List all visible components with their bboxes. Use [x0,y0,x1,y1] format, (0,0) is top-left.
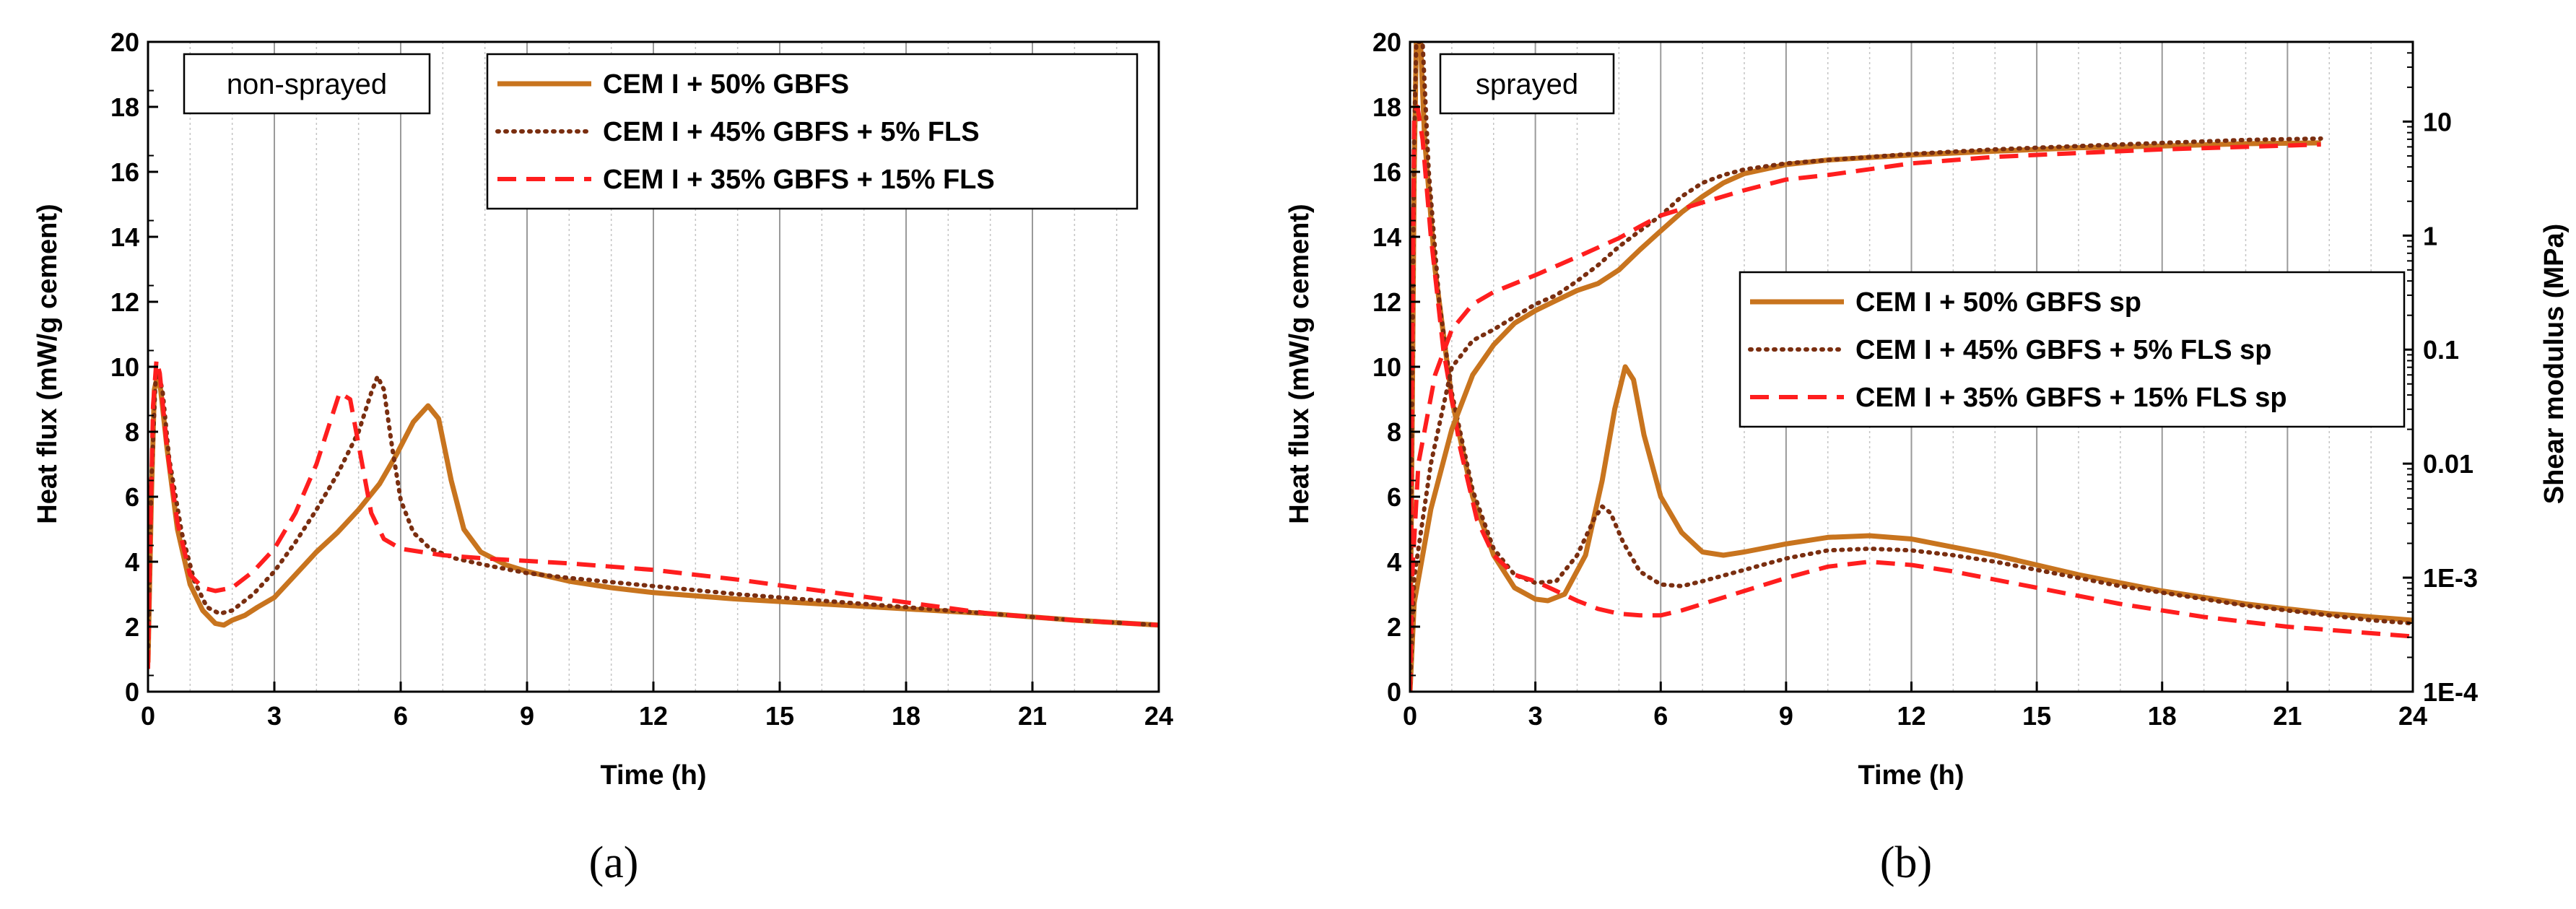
panel-a-ytick-label: 18 [110,92,139,122]
panel-a-ytick-label: 14 [110,222,139,252]
panel-b-xtick-label: 0 [1403,701,1417,731]
panel-b-y2tick-label: 1E-4 [2423,677,2478,707]
panel-b-plot: 0 3 6 9 12 15 18 21 24024681012141618201E-41E-30… [1372,27,2478,731]
panel-b-ytick-label: 8 [1387,417,1401,447]
panel-b-series-line-2 [1410,105,2413,660]
panel-a-ytick-label: 12 [110,287,139,317]
panel-a-legend-box [486,53,1139,210]
panel-b-xtick-label: 18 [2148,701,2177,731]
panel-b-annotation-box [1439,53,1615,115]
panel-a-series-line-2 [148,358,1159,669]
panel-a-ytick-label: 16 [110,157,139,187]
panel-b-y2tick-label: 10 [2423,107,2452,136]
panel-a-xtick-label: 21 [1018,701,1047,731]
panel-a-plot: 0 3 6 9 12 15 18 21 2402468101214161820non-spray… [110,27,1173,731]
panel-a-legend-label-1: CEM I + 45% GBFS + 5% FLS [603,117,980,147]
panel-b-ytick-label: 6 [1387,482,1401,512]
panel-b-xtick-label: 24 [2398,701,2427,731]
panel-b-xtick-label: 21 [2273,701,2302,731]
panel-b-y2tick-label: 0.1 [2423,335,2459,365]
panel-b-series-group [1410,42,2413,692]
panel-a-ylabel: Heat flux (mW/g cement) [32,204,63,523]
panel-a-series-group [148,358,1159,669]
panel-b-ytick-label: 18 [1372,92,1401,122]
panel-a-xlabel: Time (h) [600,760,706,791]
panel-b-series-line-5 [1410,142,2321,692]
panel-b-y2tick-label: 1E-3 [2423,563,2478,593]
panel-a-xtick-label: 6 [393,701,408,731]
panel-a-series-line-1 [148,371,1159,665]
panel-a-ytick-label: 8 [125,417,139,447]
panel-b-xtick-label: 3 [1528,701,1543,731]
panel-a-label-text: (a) [589,838,639,887]
panel-a-xtick-label: 12 [639,701,668,731]
panel-b-xtick-label: 6 [1653,701,1668,731]
panel-a-ytick-label: 2 [125,612,139,642]
panel-b-ytick-label: 4 [1387,547,1401,577]
panel-a-xtick-label: 9 [520,701,534,731]
panel-b-label-text: (b) [1880,838,1932,887]
panel-b-xlabel: Time (h) [1858,760,1964,791]
panel-b-ytick-label: 12 [1372,287,1401,317]
panel-b-legend-label-2: CEM I + 35% GBFS + 15% FLS sp [1855,383,2287,413]
panel-b-legend-label-0: CEM I + 50% GBFS sp [1855,287,2141,318]
panel-b-legend-label-1: CEM I + 45% GBFS + 5% FLS sp [1855,335,2272,365]
panel-a-legend-label-2: CEM I + 35% GBFS + 15% FLS [603,165,995,195]
panel-b-y2tick-label: 0.01 [2423,449,2473,479]
panel-a-xtick-label: 18 [892,701,921,731]
panel-b-y2label: Shear modulus (MPa) [2539,224,2570,505]
panel-a-ytick-label: 4 [125,547,139,577]
panel-a-xtick-label: 3 [267,701,282,731]
panel-b-ytick-label: 0 [1387,677,1401,707]
panel-b-legend-box [1739,271,2406,428]
panel-b-xtick-label: 9 [1779,701,1793,731]
panel-b-ytick-label: 14 [1372,222,1401,252]
panel-b-xtick-label: 15 [2022,701,2051,731]
panel-a-label: (a) [589,838,639,887]
panel-b-y2tick-label: 1 [2423,221,2437,251]
panel-a-ytick-label: 20 [110,27,139,57]
panel-b-ytick-label: 2 [1387,612,1401,642]
panel-b-label: (b) [1880,838,1932,887]
panel-a-ytick-label: 0 [125,677,139,707]
panel-a-ytick-label: 6 [125,482,139,512]
panel-a-xtick-label: 0 [141,701,155,731]
panel-b-xtick-label: 12 [1897,701,1926,731]
panel-a-xtick-label: 24 [1144,701,1173,731]
panel-b-ytick-label: 16 [1372,157,1401,187]
panel-a-xtick-label: 15 [765,701,794,731]
panel-b-ylabel: Heat flux (mW/g cement) [1284,204,1315,523]
panel-b-ytick-label: 10 [1372,352,1401,382]
panel-a-annotation-text: non-sprayed [227,69,387,100]
panel-a-annotation-box [183,53,431,115]
panel-a-ytick-label: 10 [110,352,139,382]
panel-a-legend-label-0: CEM I + 50% GBFS [603,69,849,100]
panel-b-annotation-text: sprayed [1476,69,1578,100]
panel-b-ytick-label: 20 [1372,27,1401,57]
